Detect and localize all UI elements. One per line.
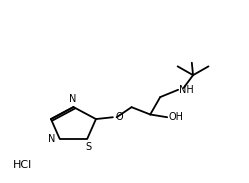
Text: HCl: HCl	[12, 160, 32, 170]
Text: S: S	[86, 142, 92, 152]
Text: O: O	[115, 112, 123, 122]
Text: OH: OH	[168, 112, 184, 122]
Text: NH: NH	[179, 85, 194, 95]
Text: N: N	[68, 94, 76, 104]
Text: N: N	[48, 135, 55, 144]
